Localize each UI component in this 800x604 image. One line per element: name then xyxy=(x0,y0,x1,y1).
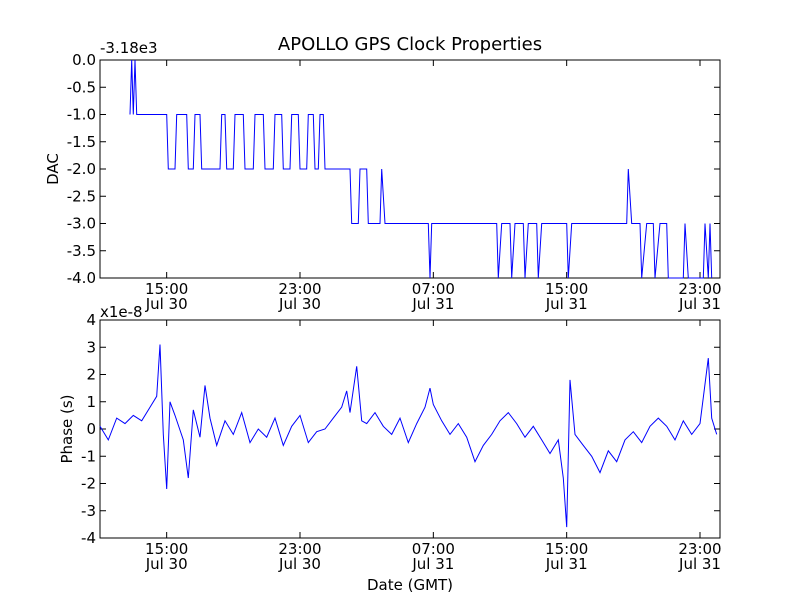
chart-title: APOLLO GPS Clock Properties xyxy=(278,34,542,55)
phase-x-tick-time: 23:00 xyxy=(278,540,321,558)
phase-y-tick-label: -1 xyxy=(81,447,96,465)
dac-y-tick-label: -2.0 xyxy=(67,160,96,178)
dac-y-tick-label: -2.5 xyxy=(67,187,96,205)
dac-series xyxy=(129,59,713,279)
dac-x-tick-time: 23:00 xyxy=(678,280,721,298)
dac-panel: -3.18e3 DAC 0.0 -0.5 -1.0 -1.5 -2.0 -2.5 -3.0 -… xyxy=(44,39,722,313)
phase-y-tick-label: -4 xyxy=(81,529,96,547)
phase-x-tick-date: Jul 30 xyxy=(278,555,321,573)
phase-offset-label: x1e-8 xyxy=(100,303,143,321)
phase-y-tick-label: 2 xyxy=(86,366,96,384)
phase-y-ticks: 4 3 2 1 0 -1 -2 -3 -4 xyxy=(81,311,720,547)
dac-y-tick-label: 0.0 xyxy=(72,51,96,69)
dac-x-tick-time: 15:00 xyxy=(145,280,188,298)
dac-x-tick-date: Jul 31 xyxy=(411,295,454,313)
dac-x-tick-time: 07:00 xyxy=(412,280,455,298)
phase-x-tick-time: 15:00 xyxy=(145,540,188,558)
dac-y-axis-label: DAC xyxy=(44,153,62,185)
dac-y-tick-label: -0.5 xyxy=(67,78,96,96)
phase-y-tick-label: -2 xyxy=(81,475,96,493)
phase-series xyxy=(99,344,718,528)
phase-y-tick-label: 1 xyxy=(86,393,96,411)
x-axis-label: Date (GMT) xyxy=(367,576,453,594)
phase-series-line xyxy=(99,344,718,528)
dac-y-ticks: 0.0 -0.5 -1.0 -1.5 -2.0 -2.5 -3.0 -3.5 -4.0 xyxy=(67,51,720,287)
dac-y-tick-label: -4.0 xyxy=(67,269,96,287)
dac-x-tick-time: 23:00 xyxy=(278,280,321,298)
dac-series-line xyxy=(129,59,713,279)
dac-y-tick-label: -3.5 xyxy=(67,242,96,260)
dac-offset-label: -3.18e3 xyxy=(100,39,158,57)
phase-x-tick-date: Jul 30 xyxy=(145,555,188,573)
phase-x-tick-date: Jul 31 xyxy=(678,555,721,573)
dac-y-tick-label: -1.0 xyxy=(67,106,96,124)
phase-y-tick-label: -3 xyxy=(81,502,96,520)
dac-y-tick-label: -1.5 xyxy=(67,133,96,151)
phase-y-tick-label: 3 xyxy=(86,338,96,356)
phase-x-tick-time: 23:00 xyxy=(678,540,721,558)
phase-x-tick-date: Jul 31 xyxy=(545,555,588,573)
dac-x-tick-date: Jul 31 xyxy=(678,295,721,313)
phase-x-tick-time: 07:00 xyxy=(412,540,455,558)
dac-x-tick-time: 15:00 xyxy=(545,280,588,298)
phase-y-axis-label: Phase (s) xyxy=(58,394,76,463)
phase-x-tick-time: 15:00 xyxy=(545,540,588,558)
phase-x-tick-date: Jul 31 xyxy=(411,555,454,573)
dac-x-tick-date: Jul 31 xyxy=(545,295,588,313)
dac-x-tick-date: Jul 30 xyxy=(145,295,188,313)
phase-y-tick-label: 0 xyxy=(86,420,96,438)
dac-x-tick-date: Jul 30 xyxy=(278,295,321,313)
phase-y-tick-label: 4 xyxy=(86,311,96,329)
dac-y-tick-label: -3.0 xyxy=(67,215,96,233)
